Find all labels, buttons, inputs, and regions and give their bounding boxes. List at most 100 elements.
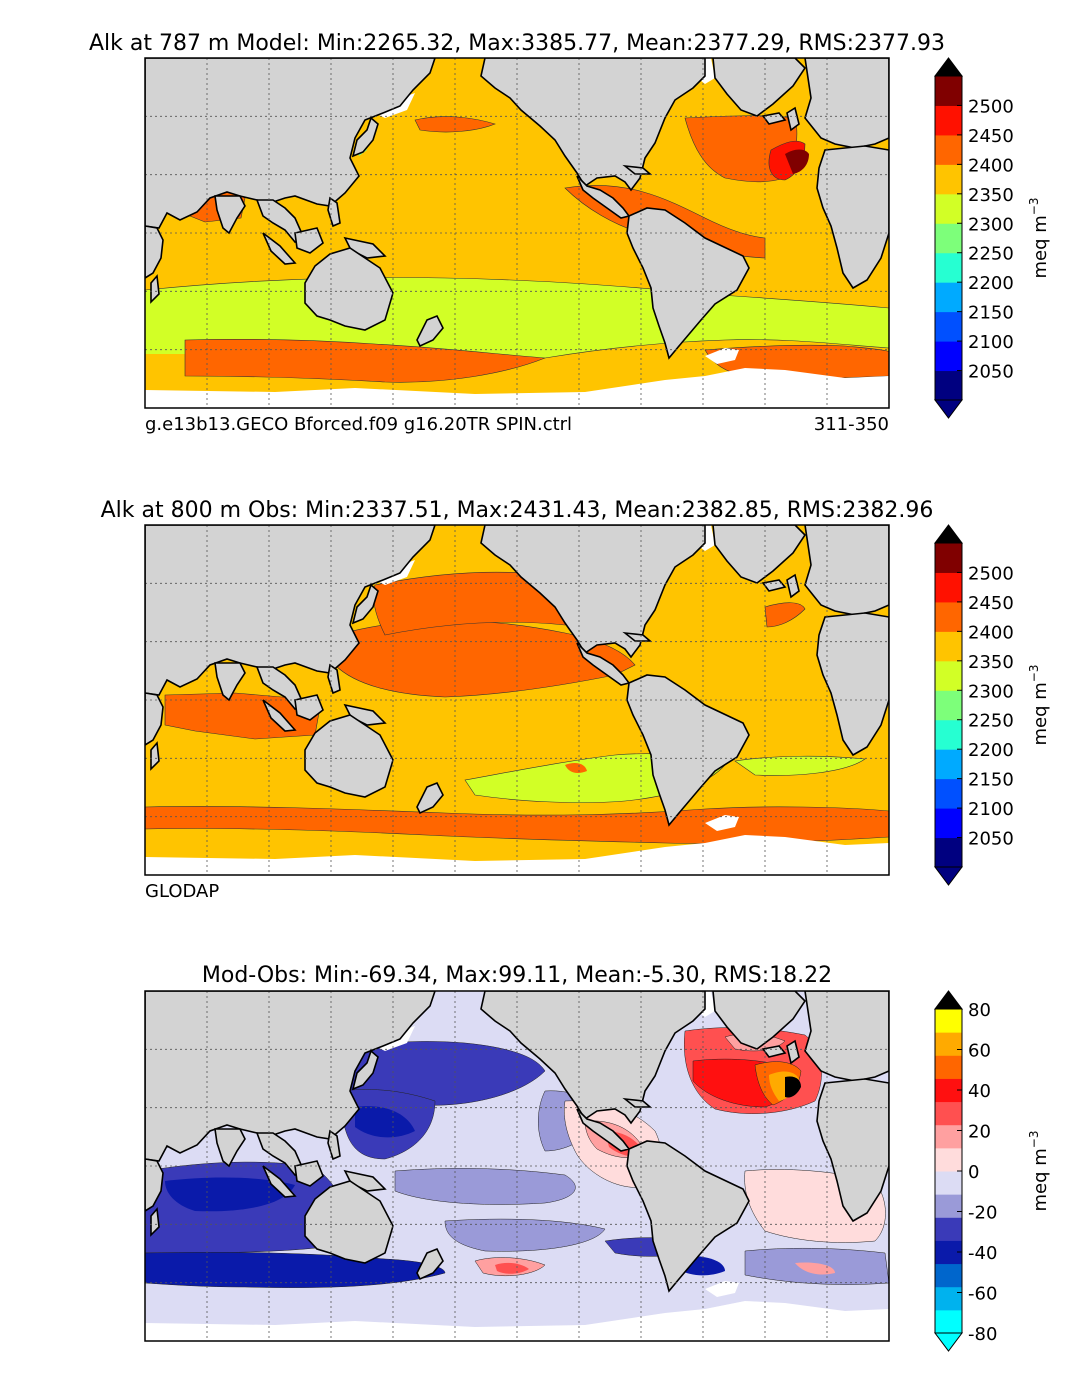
colorbar-swatch xyxy=(935,543,962,573)
colorbar-swatch xyxy=(935,311,962,342)
colorbar-swatch xyxy=(935,601,962,632)
colorbar-over-arrow xyxy=(934,57,963,77)
svg-text:meq m−3: meq m−3 xyxy=(1027,1131,1051,1212)
colorbar-tick-label: -40 xyxy=(968,1243,997,1264)
colorbar-over-arrow xyxy=(934,990,963,1010)
colorbar-over-arrow xyxy=(934,524,963,544)
chart-title: Alk at 800 m Obs: Min:2337.51, Max:2431.… xyxy=(101,498,934,523)
colorbar-label-text: meq m xyxy=(1030,1148,1051,1211)
colorbar-swatch xyxy=(935,370,962,401)
colorbar-tick-label: 2150 xyxy=(968,770,1014,791)
map-frame xyxy=(144,990,890,1342)
caption-left: g.e13b13.GECO Bforced.f09 g16.20TR SPIN.… xyxy=(145,414,572,435)
colorbar-tick-label: 2450 xyxy=(968,593,1014,614)
colorbar-tick-label: 2350 xyxy=(968,185,1014,206)
colorbar-under-arrow xyxy=(934,866,963,886)
colorbar-swatch xyxy=(935,1309,962,1334)
caption-left: GLODAP xyxy=(145,881,219,902)
colorbar-swatch xyxy=(935,164,962,195)
colorbar-tick-label: 2250 xyxy=(968,244,1014,265)
colorbar-swatch xyxy=(935,193,962,224)
colorbar-label: meq m−3 xyxy=(1027,1131,1051,1212)
colorbar-swatch xyxy=(935,223,962,254)
colorbar-swatch xyxy=(935,252,962,283)
colorbar-swatch xyxy=(935,837,962,868)
map-plot xyxy=(145,991,889,1341)
colorbar-swatch xyxy=(935,341,962,372)
colorbar-swatch xyxy=(935,134,962,165)
colorbar-swatch xyxy=(935,808,962,839)
chart-title: Alk at 787 m Model: Min:2265.32, Max:338… xyxy=(89,31,945,56)
colorbar-tick-label: 2500 xyxy=(968,96,1014,117)
colorbar-tick-label: 2200 xyxy=(968,273,1014,294)
colorbar-swatch xyxy=(935,660,962,691)
colorbar-swatch xyxy=(935,282,962,313)
colorbar-swatch xyxy=(935,719,962,750)
colorbar-tick-label: 0 xyxy=(968,1162,979,1183)
colorbar-tick-label: 40 xyxy=(968,1081,991,1102)
colorbar-swatch xyxy=(935,1263,962,1288)
colorbar-label: meq m−3 xyxy=(1027,665,1051,746)
map-frame xyxy=(144,524,890,876)
colorbar-swatch xyxy=(935,1009,962,1033)
colorbar-swatch xyxy=(935,1055,962,1079)
colorbar-swatch xyxy=(935,1101,962,1126)
colorbar-swatch xyxy=(935,1194,962,1218)
colorbar-tick-label: 80 xyxy=(968,1000,991,1021)
map-plot xyxy=(145,525,889,875)
colorbar-swatch xyxy=(935,631,962,662)
colorbar-tick-label: 2300 xyxy=(968,681,1014,702)
colorbar-swatch xyxy=(935,1124,962,1149)
map-gridlines xyxy=(145,525,889,875)
colorbar-label-sup: −3 xyxy=(1027,1131,1041,1149)
colorbar-tick-label: 2100 xyxy=(968,332,1014,353)
colorbar-swatch xyxy=(935,1171,962,1195)
colorbar-swatch xyxy=(935,1240,962,1265)
colorbar-tick-label: 2200 xyxy=(968,740,1014,761)
chart-panel-2: Alk at 800 m Obs: Min:2337.51, Max:2431.… xyxy=(101,498,1051,902)
colorbar-tick-label: 2050 xyxy=(968,829,1014,850)
colorbar-tick-label: -80 xyxy=(968,1324,997,1345)
colorbar-tick-label: 2400 xyxy=(968,155,1014,176)
colorbar-swatch xyxy=(935,690,962,721)
colorbar: -80 -60 -40 -20 0 20 40 60 80 meq m−3 xyxy=(934,990,1051,1352)
colorbar-label-sup: −3 xyxy=(1027,198,1041,216)
colorbar-under-arrow xyxy=(934,399,963,419)
colorbar: 2050 2100 2150 2200 2250 2300 2350 2400 2450 2500… xyxy=(934,524,1051,886)
chart-title: Mod-Obs: Min:-69.34, Max:99.11, Mean:-5.… xyxy=(202,963,832,988)
colorbar-swatch xyxy=(935,105,962,136)
colorbar-frame xyxy=(934,75,963,401)
colorbar-label-text: meq m xyxy=(1030,682,1051,745)
colorbar-tick-label: 2100 xyxy=(968,799,1014,820)
colorbar-label-sup: −3 xyxy=(1027,665,1041,683)
colorbar-swatch xyxy=(935,76,962,106)
colorbar-swatch xyxy=(935,1032,962,1056)
colorbar-swatch xyxy=(935,1078,962,1103)
colorbar-tick-label: 60 xyxy=(968,1041,991,1062)
map-gridlines xyxy=(145,991,889,1341)
colorbar-tick-label: -60 xyxy=(968,1284,997,1305)
colorbar-under-arrow xyxy=(934,1332,963,1352)
colorbar-swatch xyxy=(935,1217,962,1241)
caption-right: 311-350 xyxy=(814,414,889,435)
colorbar-swatch xyxy=(935,749,962,780)
colorbar-label-text: meq m xyxy=(1030,215,1051,278)
colorbar-tick-label: -20 xyxy=(968,1203,997,1224)
chart-panel-1: Alk at 787 m Model: Min:2265.32, Max:338… xyxy=(89,31,1051,435)
colorbar-tick-label: 2450 xyxy=(968,126,1014,147)
colorbar: 2050 2100 2150 2200 2250 2300 2350 2400 2450 2500… xyxy=(934,57,1051,419)
colorbar-tick-label: 2500 xyxy=(968,563,1014,584)
svg-text:meq m−3: meq m−3 xyxy=(1027,198,1051,279)
colorbar-tick-label: 2050 xyxy=(968,362,1014,383)
colorbar-tick-label: 2150 xyxy=(968,303,1014,324)
colorbar-frame xyxy=(934,542,963,868)
colorbar-tick-label: 2250 xyxy=(968,711,1014,732)
map-plot xyxy=(145,58,889,408)
map-frame xyxy=(144,57,890,409)
colorbar-tick-label: 2400 xyxy=(968,622,1014,643)
colorbar-swatch xyxy=(935,1147,962,1172)
colorbar-swatch xyxy=(935,572,962,603)
colorbar-tick-label: 2350 xyxy=(968,652,1014,673)
colorbar-swatch xyxy=(935,778,962,809)
